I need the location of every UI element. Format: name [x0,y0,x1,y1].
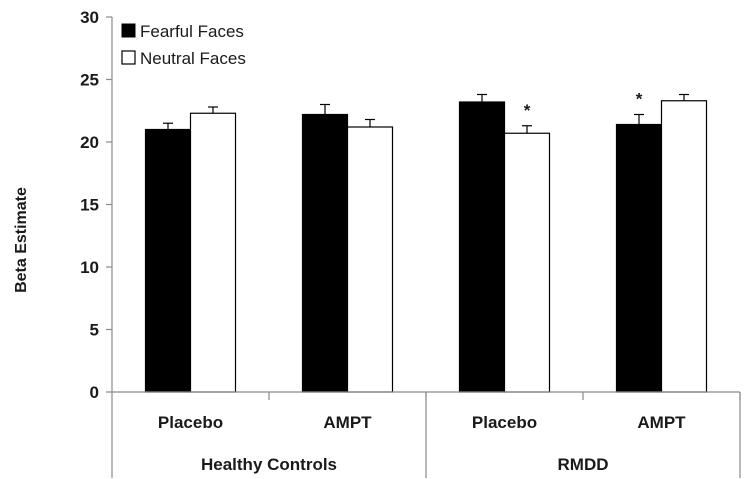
bar-fearful-faces-1 [144,128,192,393]
category-label: Placebo [472,413,537,432]
bar-neutral-faces-2 [346,126,394,393]
bar-neutral-faces-3 [503,132,551,393]
y-tick-label: 30 [80,8,99,27]
group-label-healthy-controls: Healthy Controls [201,455,337,474]
bar-fearful-faces-3 [458,101,506,393]
category-label: Placebo [158,413,223,432]
y-tick-label: 10 [80,258,99,277]
y-tick-label: 0 [90,383,99,402]
bar-neutral-faces-1 [189,112,237,393]
y-axis [106,16,113,393]
error-bar-neutral-faces-1 [208,106,218,114]
bar-neutral-faces-4 [660,100,708,393]
legend-swatch-neutral-faces [121,50,136,65]
category-label: AMPT [637,413,686,432]
category-labels: Placebo AMPT Placebo AMPT [158,413,686,432]
y-axis-title: Beta Estimate [13,187,30,293]
significance-marker: * [636,90,643,109]
error-bar-neutral-faces-2 [365,118,375,127]
bar-fearful-faces-4 [615,123,663,393]
group-label-rmdd: RMDD [558,455,609,474]
error-bar-neutral-faces-4 [679,93,689,101]
error-bars [163,93,689,134]
y-tick-label: 15 [80,196,99,215]
y-tick-label: 5 [90,321,99,340]
group-labels: Healthy Controls RMDD [201,455,609,474]
error-bar-fearful-faces-2 [320,103,330,115]
error-bar-fearful-faces-3 [477,93,487,102]
legend: Fearful Faces Neutral Faces [121,22,246,68]
y-tick-labels: 0 5 10 15 20 25 30 [80,8,99,402]
error-bar-fearful-faces-4 [634,113,644,125]
error-bar-neutral-faces-3 [522,125,532,134]
legend-swatch-fearful-faces [121,23,136,38]
y-tick-label: 25 [80,71,99,90]
annotations: ** [524,90,643,120]
error-bar-fearful-faces-1 [163,122,173,130]
legend-label-fearful-faces: Fearful Faces [140,22,244,41]
y-tick-label: 20 [80,133,99,152]
x-axis [111,391,741,478]
bars [144,100,708,393]
legend-label-neutral-faces: Neutral Faces [140,49,246,68]
significance-marker: * [524,101,531,120]
category-label: AMPT [323,413,372,432]
bar-fearful-faces-2 [301,113,349,393]
